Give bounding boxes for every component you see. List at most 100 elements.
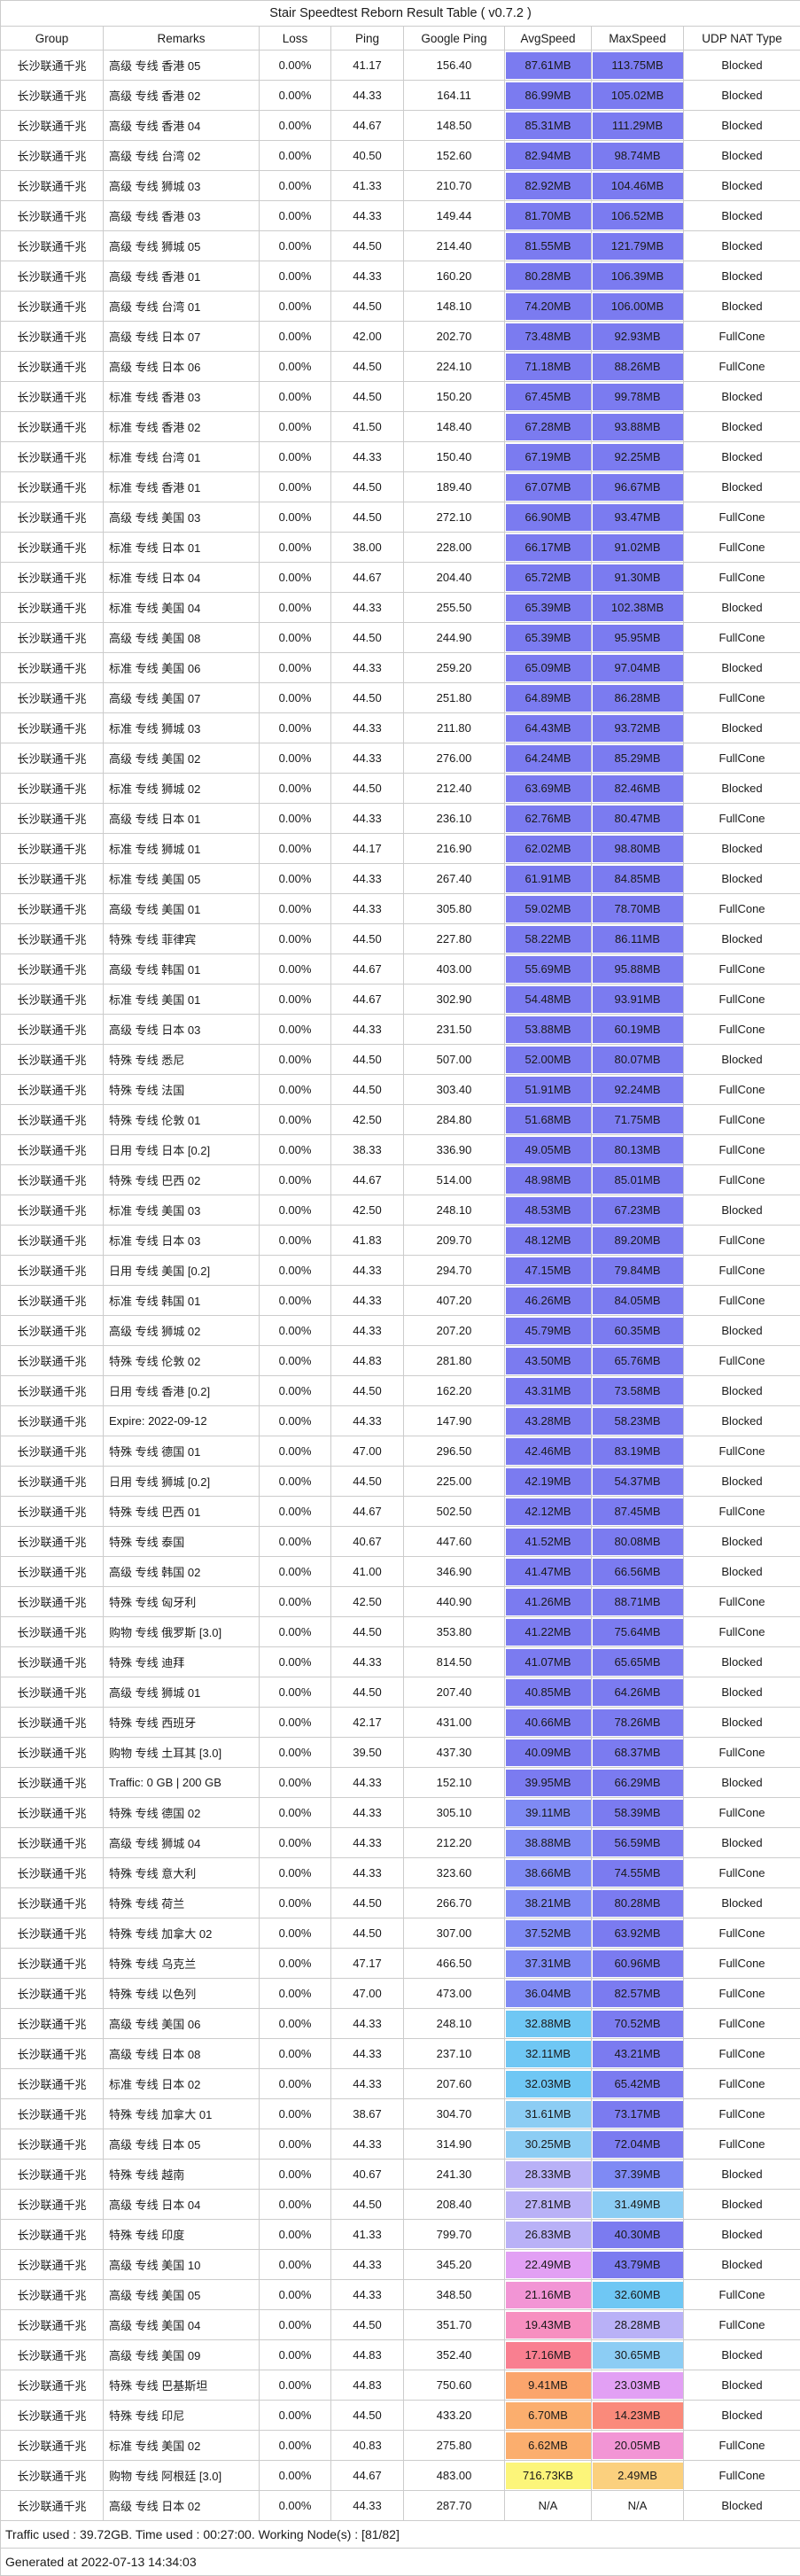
group-cell: 长沙联通千兆	[1, 1226, 104, 1256]
google-ping-cell: 267.40	[404, 864, 505, 894]
ping-cell: 42.50	[331, 1105, 404, 1135]
group-cell: 长沙联通千兆	[1, 2310, 104, 2340]
loss-cell: 0.00%	[260, 743, 331, 774]
remarks-cell: 购物 专线 阿根廷 [3.0]	[104, 2461, 260, 2491]
max-speed-cell: 121.79MB	[592, 231, 684, 261]
remarks-cell: 特殊 专线 法国	[104, 1075, 260, 1105]
loss-cell: 0.00%	[260, 2401, 331, 2431]
avg-speed-cell: 9.41MB	[505, 2370, 592, 2401]
group-cell: 长沙联通千兆	[1, 683, 104, 713]
max-speed-cell: 65.76MB	[592, 1346, 684, 1376]
avg-speed-cell: 41.52MB	[505, 1527, 592, 1557]
ping-cell: 44.33	[331, 1858, 404, 1888]
ping-cell: 44.83	[331, 1346, 404, 1376]
column-header: Google Ping	[404, 27, 505, 51]
avg-speed-cell: 64.24MB	[505, 743, 592, 774]
udp-nat-cell: FullCone	[684, 1858, 800, 1888]
loss-cell: 0.00%	[260, 804, 331, 834]
remarks-cell: 特殊 专线 泰国	[104, 1527, 260, 1557]
ping-cell: 44.33	[331, 1015, 404, 1045]
loss-cell: 0.00%	[260, 2099, 331, 2129]
loss-cell: 0.00%	[260, 1979, 331, 2009]
group-cell: 长沙联通千兆	[1, 502, 104, 533]
udp-nat-cell: FullCone	[684, 2461, 800, 2491]
loss-cell: 0.00%	[260, 623, 331, 653]
google-ping-cell: 407.20	[404, 1286, 505, 1316]
google-ping-cell: 231.50	[404, 1015, 505, 1045]
google-ping-cell: 466.50	[404, 1949, 505, 1979]
udp-nat-cell: Blocked	[684, 1768, 800, 1798]
google-ping-cell: 208.40	[404, 2190, 505, 2220]
udp-nat-cell: FullCone	[684, 984, 800, 1015]
avg-speed-cell: 43.50MB	[505, 1346, 592, 1376]
google-ping-cell: 152.60	[404, 141, 505, 171]
loss-cell: 0.00%	[260, 653, 331, 683]
avg-speed-cell: 67.19MB	[505, 442, 592, 472]
avg-speed-cell: 26.83MB	[505, 2220, 592, 2250]
max-speed-cell: 78.26MB	[592, 1708, 684, 1738]
max-speed-cell: 43.79MB	[592, 2250, 684, 2280]
avg-speed-cell: 36.04MB	[505, 1979, 592, 2009]
udp-nat-cell: FullCone	[684, 2129, 800, 2160]
udp-nat-cell: Blocked	[684, 1828, 800, 1858]
loss-cell: 0.00%	[260, 2129, 331, 2160]
ping-cell: 44.50	[331, 1888, 404, 1918]
max-speed-cell: 95.95MB	[592, 623, 684, 653]
google-ping-cell: 241.30	[404, 2160, 505, 2190]
avg-speed-cell: 38.66MB	[505, 1858, 592, 1888]
max-speed-cell: 92.24MB	[592, 1075, 684, 1105]
group-cell: 长沙联通千兆	[1, 171, 104, 201]
google-ping-cell: 447.60	[404, 1527, 505, 1557]
ping-cell: 44.33	[331, 1768, 404, 1798]
max-speed-cell: 75.64MB	[592, 1617, 684, 1647]
remarks-cell: 特殊 专线 印尼	[104, 2401, 260, 2431]
ping-cell: 42.00	[331, 322, 404, 352]
ping-cell: 44.50	[331, 774, 404, 804]
remarks-cell: Traffic: 0 GB | 200 GB	[104, 1768, 260, 1798]
udp-nat-cell: Blocked	[684, 111, 800, 141]
remarks-cell: 购物 专线 土耳其 [3.0]	[104, 1738, 260, 1768]
remarks-cell: 高级 专线 韩国 01	[104, 954, 260, 984]
remarks-cell: 标准 专线 美国 04	[104, 593, 260, 623]
max-speed-cell: 66.56MB	[592, 1557, 684, 1587]
group-cell: 长沙联通千兆	[1, 51, 104, 81]
loss-cell: 0.00%	[260, 1256, 331, 1286]
avg-speed-cell: 49.05MB	[505, 1135, 592, 1165]
ping-cell: 44.67	[331, 954, 404, 984]
group-cell: 长沙联通千兆	[1, 2401, 104, 2431]
max-speed-cell: 96.67MB	[592, 472, 684, 502]
loss-cell: 0.00%	[260, 2190, 331, 2220]
ping-cell: 44.50	[331, 623, 404, 653]
udp-nat-cell: FullCone	[684, 502, 800, 533]
max-speed-cell: 104.46MB	[592, 171, 684, 201]
avg-speed-cell: 41.26MB	[505, 1587, 592, 1617]
group-cell: 长沙联通千兆	[1, 111, 104, 141]
loss-cell: 0.00%	[260, 502, 331, 533]
loss-cell: 0.00%	[260, 984, 331, 1015]
group-cell: 长沙联通千兆	[1, 1768, 104, 1798]
avg-speed-cell: 32.03MB	[505, 2069, 592, 2099]
avg-speed-cell: 32.11MB	[505, 2039, 592, 2069]
avg-speed-cell: 42.12MB	[505, 1497, 592, 1527]
remarks-cell: 特殊 专线 越南	[104, 2160, 260, 2190]
max-speed-cell: 65.65MB	[592, 1647, 684, 1677]
max-speed-cell: 30.65MB	[592, 2340, 684, 2370]
remarks-cell: 标准 专线 日本 04	[104, 563, 260, 593]
avg-speed-cell: 48.53MB	[505, 1195, 592, 1226]
udp-nat-cell: FullCone	[684, 563, 800, 593]
remarks-cell: 高级 专线 香港 01	[104, 261, 260, 292]
google-ping-cell: 209.70	[404, 1226, 505, 1256]
ping-cell: 44.50	[331, 1677, 404, 1708]
google-ping-cell: 259.20	[404, 653, 505, 683]
udp-nat-cell: Blocked	[684, 864, 800, 894]
google-ping-cell: 307.00	[404, 1918, 505, 1949]
remarks-cell: 高级 专线 日本 01	[104, 804, 260, 834]
max-speed-cell: N/A	[592, 2491, 684, 2521]
